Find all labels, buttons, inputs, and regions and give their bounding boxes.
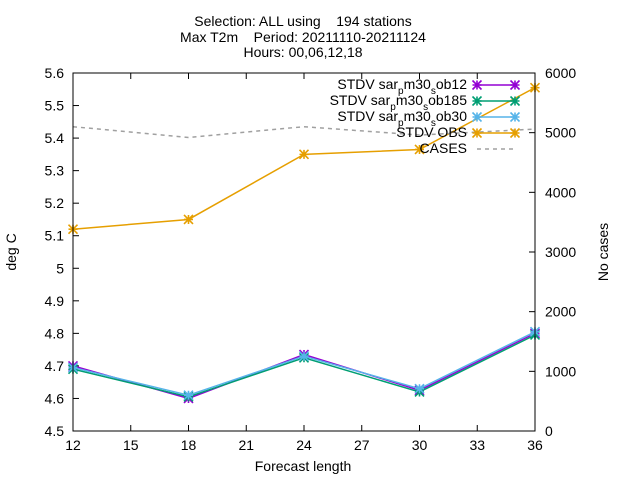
x-tick-label: 27 [354, 437, 370, 453]
y-tick-label: 4.9 [45, 293, 65, 309]
legend-label-part: ob30 [436, 108, 467, 124]
y-tick-label: 5.2 [45, 195, 65, 211]
legend-label-part: p [398, 118, 404, 129]
series-2 [67, 326, 541, 401]
y-tick-label: 4.7 [45, 358, 65, 374]
axis-ticks: 12 15 18 21 24 27 30 33 36 4.5 4.6 4.7 4.8 4.9 5 5.1 5.2… [45, 65, 577, 453]
plot-frame [72, 72, 536, 432]
y-axis-label: deg C [3, 233, 19, 270]
y2-tick-label: 5000 [545, 125, 576, 141]
legend-label-part: s [431, 86, 436, 97]
legend-label-part: p [398, 86, 404, 97]
legend-label-part: s [423, 102, 428, 113]
legend-label-part: p [390, 102, 396, 113]
title-line-3: Hours: 00,06,12,18 [243, 44, 362, 60]
legend-label: STDV sarpm30sob185 [330, 92, 468, 113]
plot-area [67, 82, 541, 404]
y2-tick-label: 4000 [545, 184, 576, 200]
y-tick-label: 5.3 [45, 163, 65, 179]
y-tick-label: 4.8 [45, 325, 65, 341]
legend-marker [471, 79, 483, 91]
legend-marker [509, 79, 521, 91]
legend-marker [509, 95, 521, 107]
legend-label-part: CASES [420, 140, 467, 156]
y-tick-label: 5.4 [45, 130, 65, 146]
y-tick-label: 4.6 [45, 390, 65, 406]
data-point [414, 383, 425, 394]
legend-label: STDV sarpm30sob30 [337, 108, 467, 129]
data-point [183, 214, 194, 225]
legend-label-part: ob12 [436, 76, 467, 92]
data-point [298, 351, 310, 362]
legend-marker [471, 95, 483, 107]
y-tick-label: 4.5 [45, 423, 65, 439]
x-axis-label: Forecast length [255, 458, 352, 474]
data-point [414, 144, 425, 155]
x-tick-label: 36 [527, 437, 543, 453]
y-tick-label: 5 [56, 260, 64, 276]
x-tick-label: 30 [412, 437, 428, 453]
data-point [298, 149, 310, 160]
legend-marker [471, 127, 483, 139]
x-tick-label: 24 [296, 437, 312, 453]
legend-label-part: s [431, 118, 436, 129]
legend-marker [509, 111, 521, 123]
legend-label-part: STDV sar [330, 92, 391, 108]
series-3 [67, 82, 541, 235]
legend-label-part: m30 [404, 108, 431, 124]
y2-tick-label: 3000 [545, 244, 576, 260]
legend-label: STDV OBS [396, 124, 467, 140]
title-line-1: Selection: ALL using 194 stations [194, 13, 411, 29]
y-tick-label: 5.1 [45, 228, 65, 244]
legend-label: STDV sarpm30sob12 [337, 76, 467, 97]
x-tick-label: 15 [123, 437, 139, 453]
y2-tick-label: 2000 [545, 304, 576, 320]
legend-label-part: STDV OBS [396, 124, 467, 140]
y-tick-label: 5.6 [45, 65, 65, 81]
y2-tick-label: 0 [545, 423, 553, 439]
x-tick-label: 18 [181, 437, 197, 453]
data-point [183, 390, 194, 401]
legend-label-part: STDV sar [337, 76, 398, 92]
series-line [72, 125, 536, 139]
y2-tick-label: 1000 [545, 363, 576, 379]
legend-label-part: STDV sar [337, 108, 398, 124]
y2-tick-label: 6000 [545, 65, 576, 81]
legend-label: CASES [420, 140, 467, 156]
legend-label-part: ob185 [428, 92, 467, 108]
legend-marker [471, 111, 483, 123]
series-4 [72, 125, 536, 139]
y-tick-label: 5.5 [45, 98, 65, 114]
x-tick-label: 21 [238, 437, 254, 453]
y2-axis-label: No cases [595, 223, 611, 281]
x-tick-label: 33 [469, 437, 485, 453]
chart-title: Selection: ALL using 194 stations Max T2… [180, 13, 426, 60]
legend-marker [509, 127, 521, 139]
legend-label-part: m30 [396, 92, 423, 108]
title-line-2: Max T2m Period: 20211110-20211124 [180, 29, 426, 45]
series-0 [67, 328, 541, 404]
x-tick-label: 12 [65, 437, 81, 453]
legend-label-part: m30 [404, 76, 431, 92]
